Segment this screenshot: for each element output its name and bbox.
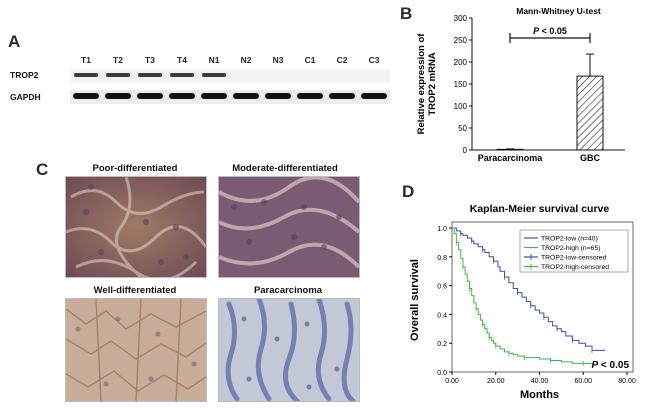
chart-b-category-gbc: GBC [580, 153, 601, 163]
chart-d-title: Kaplan-Meier survival curve [470, 203, 610, 215]
chart-d-xtick-label: 0.00 [445, 378, 459, 385]
trop2-row-label: TROP2 [10, 70, 39, 80]
lane-label-t2: T2 [113, 55, 123, 65]
chart-d-legend [519, 229, 629, 273]
chart-b-ytick-label: 250 [454, 36, 468, 45]
image-title-well: Well-differentiated [93, 285, 177, 296]
micrograph-well-differentiated [65, 298, 207, 402]
panel-d-letter: D [402, 182, 415, 201]
western-blot-lane-labels: T1 T2 T3 T4 N1 N2 N3 C1 C2 C3 [70, 55, 390, 67]
legend-label: TROP2-high (n=65) [541, 245, 601, 252]
panel-b-letter: B [400, 4, 413, 23]
lane-label-n1: N1 [208, 55, 220, 65]
micrograph-paracarcinoma [218, 298, 360, 402]
lane-label-n2: N2 [240, 55, 252, 65]
bar-gbc [576, 75, 604, 151]
gapdh-row-label: GAPDH [10, 92, 41, 102]
chart-b-ytick-label: 200 [454, 58, 468, 67]
legend-label: TROP2-high-censored [541, 264, 609, 271]
gapdh-band-n2 [233, 93, 259, 99]
panel-a-letter: A [8, 32, 21, 51]
chart-b-ytick-label: 150 [454, 80, 468, 89]
chart-b-ytick-label: 300 [454, 14, 468, 23]
lane-label-t4: T4 [177, 55, 187, 65]
chart-b-ytick-label: 100 [454, 102, 468, 111]
chart-d-ylabel: Overall survival [409, 259, 421, 341]
bar-paracarcinoma [496, 148, 524, 151]
chart-d-xtick-label: 40.00 [531, 378, 549, 385]
chart-b-category-paracarcinoma: Paracarcinoma [478, 153, 544, 163]
gapdh-band-t3 [137, 93, 163, 99]
chart-d-pvalue: P < 0.05 [591, 360, 629, 371]
legend-label: TROP2-low-censored [541, 255, 607, 262]
mrna-expression-bar-chart: Mann-Whitney U-test Relative expression o… [416, 6, 625, 163]
gapdh-band-t4 [169, 93, 195, 99]
micrograph-moderate-differentiated [218, 176, 360, 278]
chart-d-ytick-label: 0.4 [437, 312, 447, 319]
image-title-poor: Poor-differentiated [92, 163, 178, 174]
chart-b-pvalue: P < 0.05 [533, 26, 567, 36]
lane-label-t3: T3 [145, 55, 155, 65]
chart-b-ylabel: Relative expression ofTROP2 mRNA [416, 33, 438, 135]
kaplan-meier-chart: Kaplan-Meier survival curve 0.0 0.2 0.4 0.6 0… [409, 203, 636, 401]
trop2-band-t2 [106, 73, 130, 77]
chart-d-xtick-label: 60.00 [574, 378, 592, 385]
lane-label-c3: C3 [368, 55, 380, 65]
chart-b-title: Mann-Whitney U-test [516, 6, 601, 16]
micrograph-poor-differentiated [65, 176, 207, 278]
trop2-band-n1 [202, 73, 226, 77]
chart-d-ytick-label: 0.0 [437, 370, 447, 377]
chart-d-ytick-label: 0.2 [437, 341, 447, 348]
chart-d-frame [451, 221, 634, 373]
lane-label-c2: C2 [336, 55, 348, 65]
gapdh-band-n3 [265, 93, 291, 99]
gapdh-band-t1 [73, 93, 99, 99]
chart-d-ytick-label: 0.8 [437, 255, 447, 262]
km-curve-high [452, 227, 595, 364]
lane-label-n3: N3 [272, 55, 284, 65]
gapdh-band-n1 [201, 93, 227, 99]
image-title-paracarcinoma: Paracarcinoma [253, 285, 323, 296]
trop2-band-t3 [138, 73, 162, 77]
image-title-moderate: Moderate-differentiated [232, 163, 338, 174]
chart-d-ytick-label: 0.6 [437, 284, 447, 291]
chart-b-ytick-label: 50 [458, 124, 467, 133]
chart-d-xlabel: Months [520, 389, 559, 401]
gapdh-band-c2 [329, 93, 355, 99]
trop2-band-t1 [74, 73, 98, 77]
chart-d-xtick-label: 80.00 [618, 378, 636, 385]
legend-label: TROP2-low (n=40) [541, 236, 598, 243]
gapdh-band-t2 [105, 93, 131, 99]
gapdh-band-c3 [361, 93, 387, 99]
panel-c-letter: C [36, 160, 49, 179]
chart-d-ytick-label: 1.0 [437, 226, 447, 233]
gapdh-band-c1 [297, 93, 323, 99]
chart-d-xtick-label: 20.00 [487, 378, 505, 385]
lane-label-c1: C1 [304, 55, 316, 65]
western-blot-bands [70, 70, 390, 106]
trop2-band-t4 [170, 73, 194, 77]
km-curve-low [452, 227, 606, 351]
chart-b-ytick-label: 0 [463, 146, 468, 155]
lane-label-t1: T1 [81, 55, 91, 65]
